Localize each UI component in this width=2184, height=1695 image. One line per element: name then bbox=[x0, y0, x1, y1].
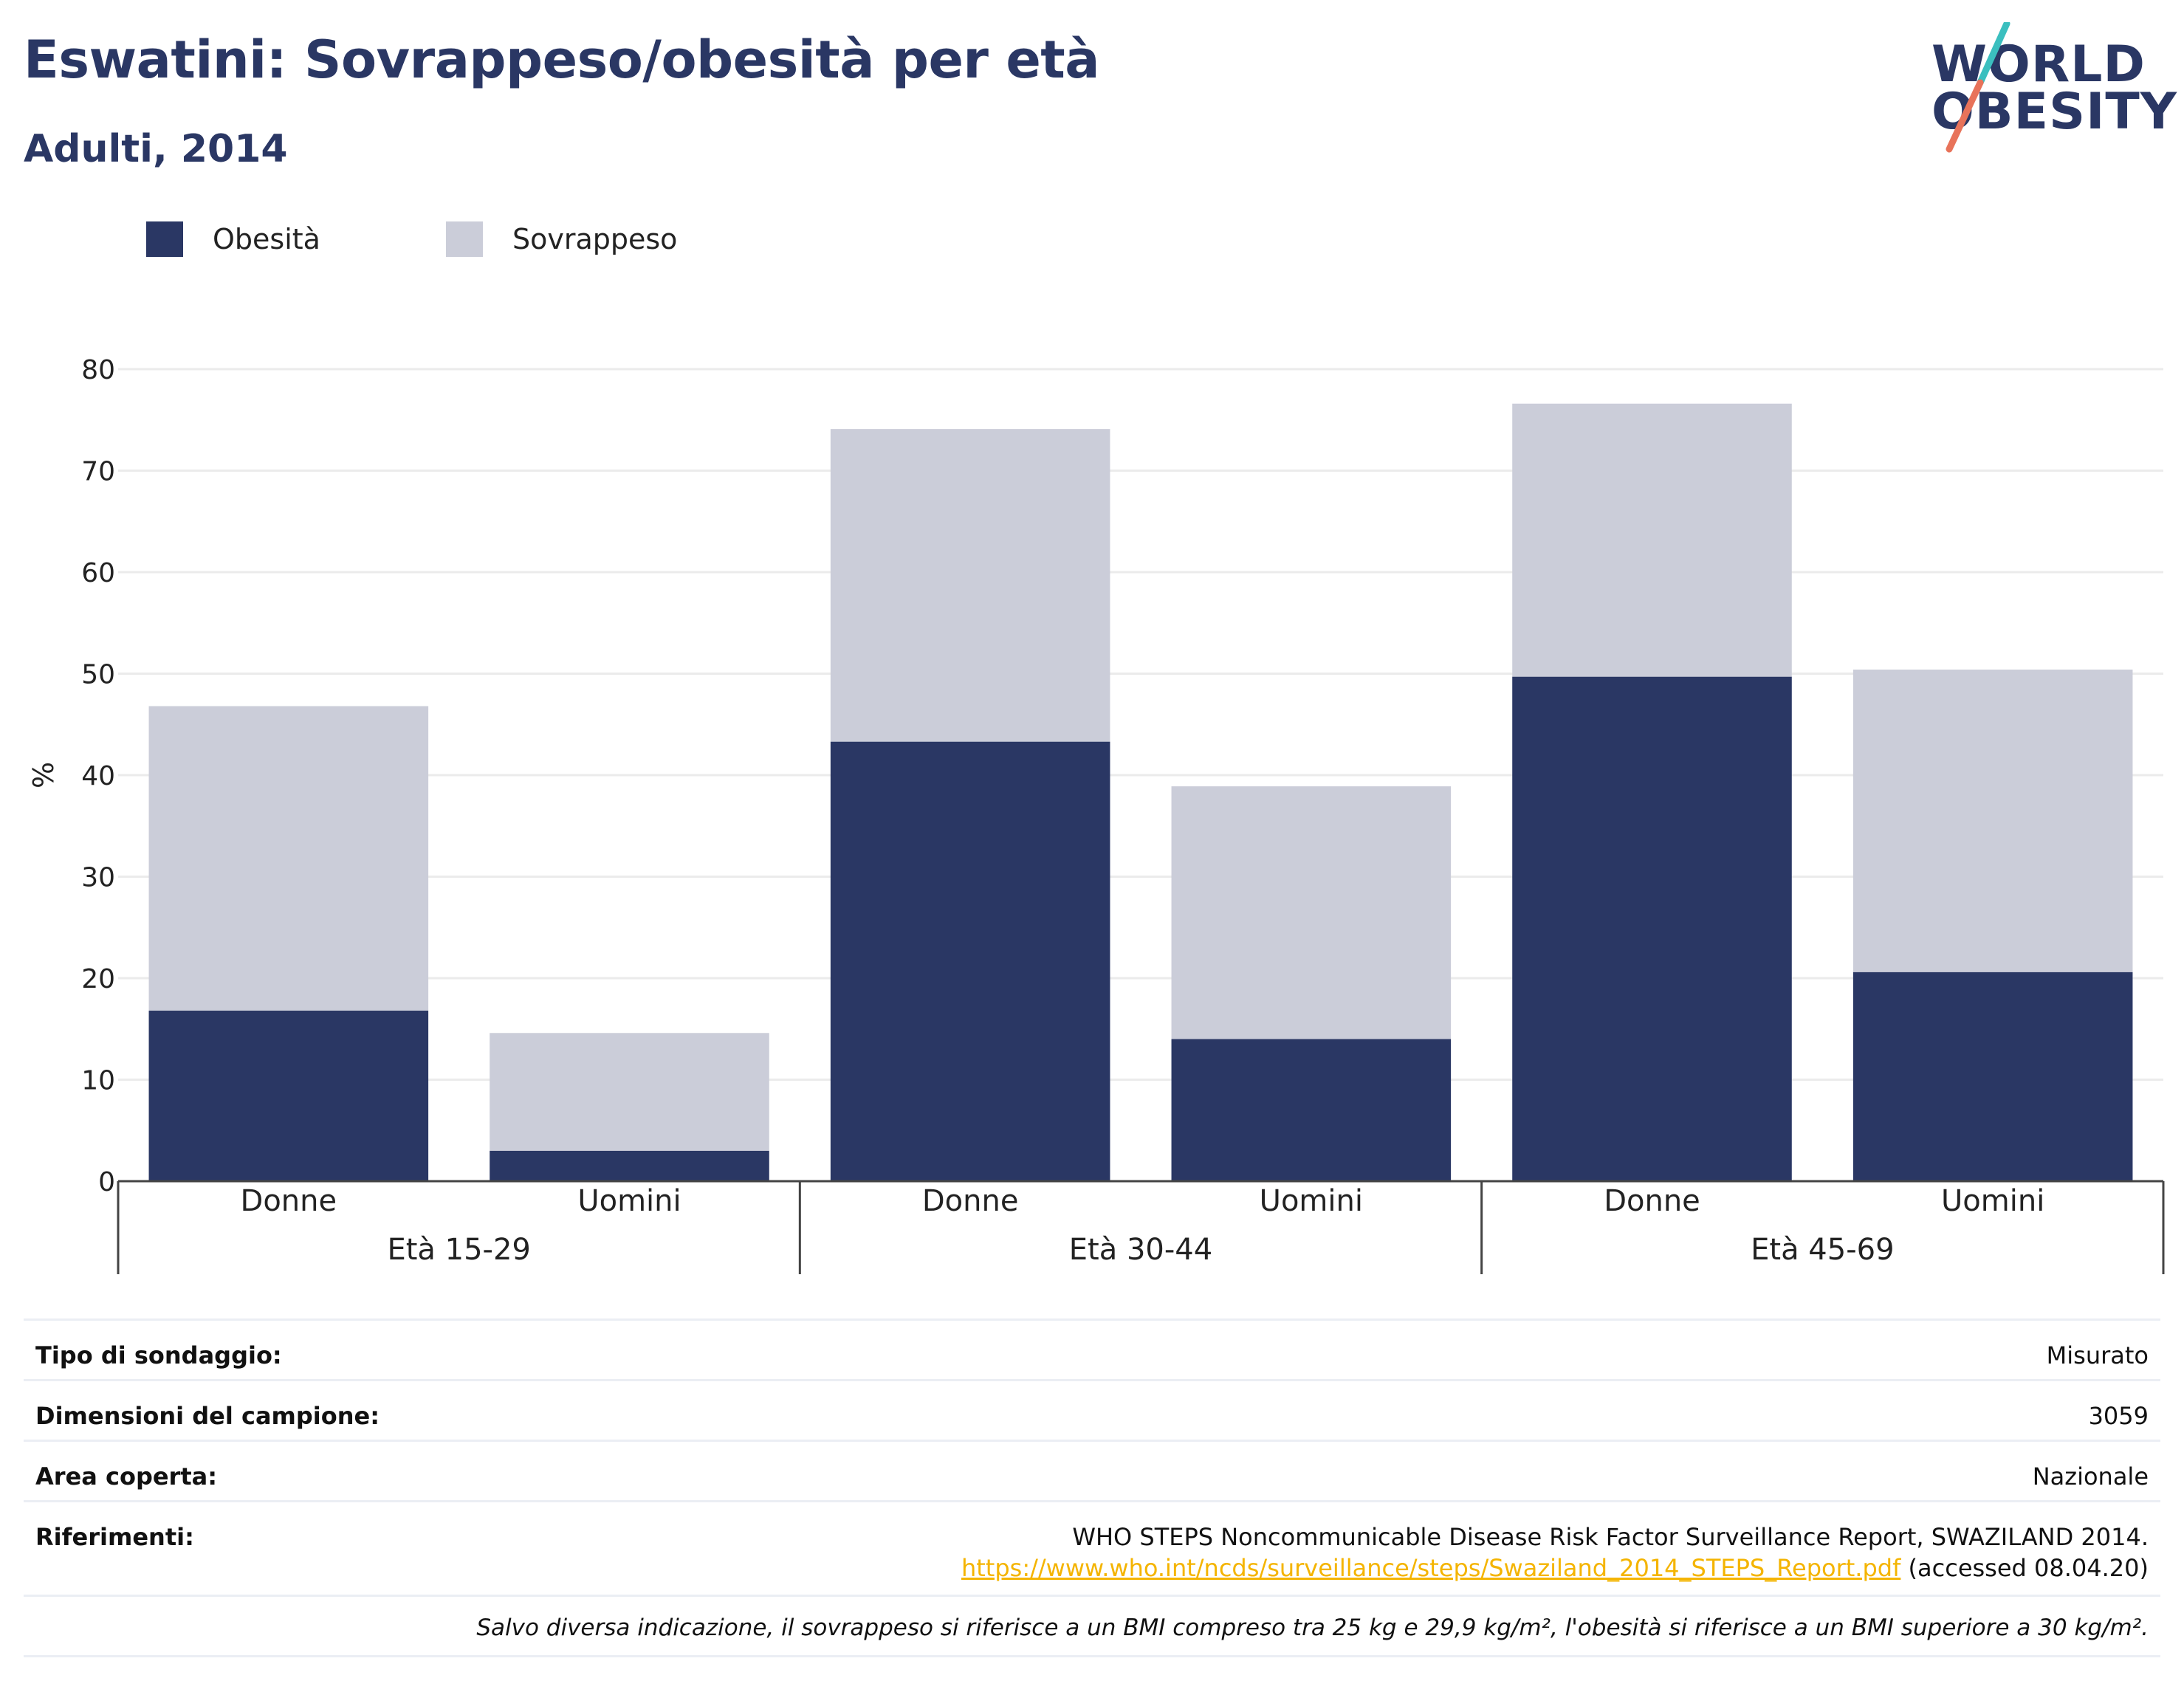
legend-swatch-overweight bbox=[446, 221, 483, 257]
y-tick-label: 50 bbox=[81, 660, 115, 690]
x-category-label: Donne bbox=[1604, 1184, 1700, 1218]
reference-accessed: (accessed 08.04.20) bbox=[1908, 1554, 2149, 1582]
info-key: Area coperta: bbox=[35, 1462, 218, 1491]
info-row-references: Riferimenti: WHO STEPS Noncommunicable D… bbox=[24, 1500, 2160, 1597]
y-tick-label: 70 bbox=[81, 457, 115, 487]
y-tick-label: 40 bbox=[81, 761, 115, 791]
info-value: 3059 bbox=[2088, 1402, 2149, 1430]
y-axis-label: % bbox=[27, 762, 60, 788]
chart-title: Eswatini: Sovrappeso/obesità per età bbox=[24, 30, 1100, 90]
info-value: Nazionale bbox=[2032, 1462, 2149, 1491]
bar-obesity-4 bbox=[1171, 1039, 1452, 1181]
bar-overweight-2 bbox=[490, 1033, 769, 1151]
bar-overweight-1 bbox=[148, 706, 429, 1011]
logo-slash-icon bbox=[1946, 22, 2010, 153]
info-row-sample-size: Dimensioni del campione: 3059 bbox=[24, 1379, 2160, 1442]
world-obesity-logo: WORLD OBESITY bbox=[1920, 22, 2177, 155]
info-key: Riferimenti: bbox=[35, 1523, 194, 1551]
x-category-label: Uomini bbox=[1941, 1184, 2044, 1218]
x-category-label: Donne bbox=[241, 1184, 337, 1218]
info-row-area: Area coperta: Nazionale bbox=[24, 1440, 2160, 1502]
info-key: Dimensioni del campione: bbox=[35, 1402, 380, 1430]
x-category-label: Uomini bbox=[577, 1184, 681, 1218]
legend-label-obesity: Obesità bbox=[213, 223, 320, 255]
bar-obesity-6 bbox=[1852, 972, 2133, 1181]
info-value: Misurato bbox=[2046, 1341, 2149, 1369]
bar-overweight-4 bbox=[1171, 786, 1452, 1039]
info-row-note: Salvo diversa indicazione, il sovrappeso… bbox=[24, 1595, 2160, 1657]
bar-overweight-5 bbox=[1512, 403, 1792, 677]
bmi-definition-note: Salvo diversa indicazione, il sovrappeso… bbox=[476, 1615, 2149, 1641]
reference-link[interactable]: https://www.who.int/ncds/surveillance/st… bbox=[961, 1554, 1901, 1582]
y-tick-label: 0 bbox=[98, 1167, 115, 1197]
y-tick-label: 80 bbox=[81, 355, 115, 385]
bar-obesity-2 bbox=[490, 1150, 769, 1181]
x-group-label: Età 15-29 bbox=[387, 1233, 530, 1267]
logo-line-1: WORLD bbox=[1931, 35, 2146, 94]
bar-obesity-3 bbox=[830, 741, 1110, 1181]
legend-label-overweight: Sovrappeso bbox=[512, 223, 678, 255]
reference-text: WHO STEPS Noncommunicable Disease Risk F… bbox=[1072, 1523, 2149, 1551]
bar-overweight-6 bbox=[1852, 670, 2133, 972]
bar-chart: 0 10 20 30 40 50 60 70 80% Donne Uomini Donne Uomini… bbox=[27, 355, 2165, 1274]
bar-obesity-5 bbox=[1512, 676, 1792, 1181]
reference-link-line: https://www.who.int/ncds/surveillance/st… bbox=[961, 1554, 2149, 1582]
y-tick-label: 60 bbox=[81, 558, 115, 588]
y-tick-label: 10 bbox=[81, 1066, 115, 1096]
x-group-label: Età 45-69 bbox=[1751, 1233, 1894, 1267]
bar-overweight-3 bbox=[830, 429, 1110, 742]
y-tick-label: 30 bbox=[81, 863, 115, 893]
x-group-label: Età 30-44 bbox=[1069, 1233, 1212, 1267]
legend-swatch-obesity bbox=[146, 221, 183, 257]
bar-obesity-1 bbox=[148, 1011, 429, 1181]
y-tick-label: 20 bbox=[81, 964, 115, 994]
info-row-survey-type: Tipo di sondaggio: Misurato bbox=[24, 1318, 2160, 1381]
info-table-bottom-border bbox=[24, 1655, 2160, 1658]
x-category-label: Donne bbox=[922, 1184, 1019, 1218]
info-key: Tipo di sondaggio: bbox=[35, 1341, 282, 1369]
chart-subtitle: Adulti, 2014 bbox=[24, 127, 288, 171]
x-category-label: Uomini bbox=[1260, 1184, 1363, 1218]
